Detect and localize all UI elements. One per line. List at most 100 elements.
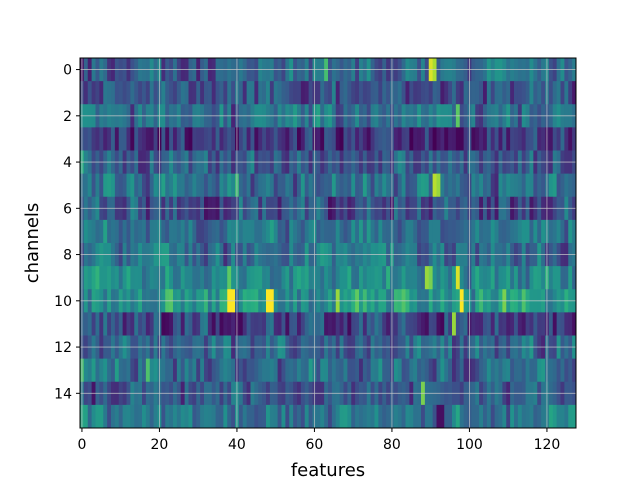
heatmap-cell — [351, 81, 356, 105]
heatmap-cell — [343, 127, 348, 151]
y-axis-ticks: 0 2 4 6 8 10 12 14 — [54, 63, 80, 402]
heatmap-cell — [514, 358, 519, 383]
heatmap-cell — [382, 173, 387, 198]
heatmap-cell — [525, 81, 530, 105]
heatmap-cell — [351, 219, 356, 244]
heatmap-cell — [138, 312, 143, 336]
heatmap-cell — [269, 219, 275, 244]
heatmap-cell — [227, 81, 232, 105]
heatmap-cell — [83, 358, 89, 383]
heatmap-cell — [118, 127, 124, 151]
heatmap-cell — [525, 266, 530, 290]
heatmap-cell — [304, 266, 310, 290]
heatmap-cell — [347, 219, 352, 244]
heatmap-cell — [91, 266, 96, 290]
heatmap-cell — [111, 127, 116, 151]
heatmap-cell — [436, 404, 441, 429]
heatmap-cell — [428, 81, 434, 105]
heatmap-cell — [510, 81, 515, 105]
heatmap-cell — [556, 266, 561, 290]
heatmap-cell — [281, 219, 286, 244]
heatmap-cell — [428, 219, 434, 244]
heatmap-cell — [285, 173, 290, 198]
heatmap-cell — [281, 358, 286, 383]
heatmap-cell — [192, 127, 197, 151]
heatmap-cell — [424, 312, 430, 336]
heatmap-cell — [328, 81, 333, 105]
heatmap-cell — [343, 173, 348, 198]
heatmap-cell — [347, 358, 352, 383]
heatmap-cell — [552, 266, 558, 290]
heatmap-cell — [293, 81, 298, 105]
heatmap-cell — [347, 404, 352, 429]
heatmap-cell — [351, 266, 356, 290]
heatmap-cell — [421, 81, 426, 105]
heatmap-cell — [552, 127, 558, 151]
heatmap-cell — [432, 81, 437, 105]
heatmap-cell — [417, 219, 422, 244]
heatmap-cell — [541, 173, 546, 198]
heatmap-cell — [153, 404, 158, 429]
heatmap-cell — [386, 127, 391, 151]
heatmap-cell — [440, 266, 445, 290]
heatmap-cell — [266, 127, 271, 151]
heatmap-cell — [421, 219, 426, 244]
heatmap-cell — [227, 404, 232, 429]
heatmap-cell — [374, 127, 379, 151]
heatmap-cell — [556, 81, 561, 105]
heatmap-cell — [273, 358, 279, 383]
heatmap-cell — [204, 404, 209, 429]
heatmap-cell — [359, 127, 364, 151]
heatmap-cell — [138, 219, 143, 244]
heatmap-cell — [316, 127, 321, 151]
heatmap-cell — [114, 173, 120, 198]
heatmap-cell — [266, 219, 271, 244]
heatmap-cell — [397, 312, 403, 336]
heatmap-cell — [355, 266, 360, 290]
heatmap-cell — [91, 404, 96, 429]
heatmap-cell — [417, 127, 422, 151]
heatmap-cell — [266, 404, 271, 429]
heatmap-cell — [347, 173, 352, 198]
heatmap-cell — [541, 127, 546, 151]
heatmap-cell — [428, 127, 434, 151]
heatmap-cell — [510, 312, 515, 336]
heatmap-cell — [444, 81, 449, 105]
heatmap-cell — [382, 404, 387, 429]
heatmap-cell — [134, 358, 139, 383]
heatmap-cell — [514, 266, 519, 290]
y-tick-label: 8 — [63, 248, 72, 264]
heatmap-cell — [335, 219, 341, 244]
heatmap-cell — [142, 173, 147, 198]
heatmap-cell — [502, 404, 507, 429]
heatmap-cell — [165, 219, 170, 244]
heatmap-cell — [169, 81, 174, 105]
heatmap-cell — [277, 219, 282, 244]
heatmap-cell — [541, 266, 546, 290]
heatmap-cell — [118, 358, 124, 383]
heatmap-cell — [111, 219, 116, 244]
heatmap-cell — [273, 173, 279, 198]
heatmap-cell — [502, 312, 507, 336]
heatmap-cell — [525, 404, 530, 429]
heatmap-cell — [200, 266, 205, 290]
heatmap-cell — [514, 312, 519, 336]
heatmap-cell — [238, 404, 244, 429]
heatmap-cell — [328, 266, 333, 290]
heatmap-cell — [289, 312, 294, 336]
heatmap-cell — [180, 81, 186, 105]
heatmap-cell — [436, 81, 441, 105]
heatmap-cell — [223, 81, 228, 105]
heatmap-cell — [227, 312, 232, 336]
heatmap-cell — [393, 127, 399, 151]
heatmap-cell — [335, 312, 341, 336]
heatmap-cell — [533, 404, 538, 429]
heatmap-cell — [308, 404, 313, 429]
heatmap-cell — [572, 312, 577, 336]
y-tick-label: 4 — [63, 155, 72, 171]
heatmap-cell — [517, 127, 523, 151]
heatmap-cell — [324, 81, 329, 105]
heatmap-cell — [517, 358, 523, 383]
heatmap-cell — [293, 404, 298, 429]
heatmap-cell — [510, 173, 515, 198]
